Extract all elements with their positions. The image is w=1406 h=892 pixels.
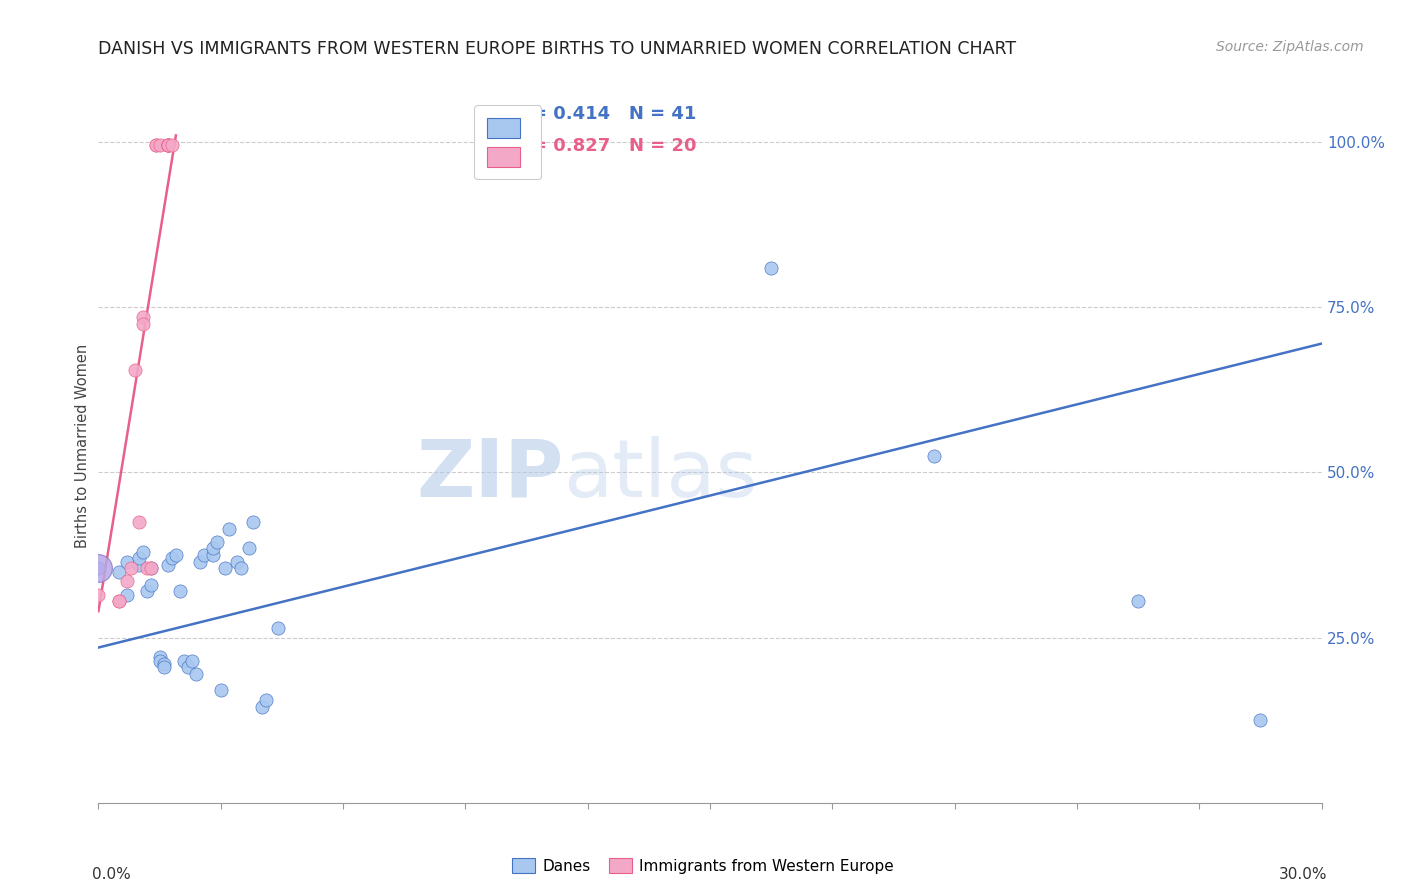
Point <box>87 588 110 602</box>
Point <box>177 660 200 674</box>
Point <box>226 555 249 569</box>
Point <box>201 548 224 562</box>
Point <box>152 660 174 674</box>
Point <box>128 515 150 529</box>
Point <box>267 621 290 635</box>
Point <box>186 667 208 681</box>
Point <box>149 654 172 668</box>
Point <box>108 594 131 608</box>
Text: ZIP: ZIP <box>416 435 564 514</box>
Point <box>218 522 240 536</box>
Y-axis label: Births to Unmarried Women: Births to Unmarried Women <box>75 344 90 548</box>
Point <box>231 561 253 575</box>
Point <box>209 683 232 698</box>
Point <box>132 317 155 331</box>
Legend: , : , <box>474 105 541 179</box>
Point <box>132 545 155 559</box>
Point <box>87 561 110 575</box>
Point <box>173 654 195 668</box>
Point <box>254 693 277 707</box>
Point <box>115 574 138 589</box>
Point <box>922 449 945 463</box>
Point <box>136 584 159 599</box>
Point <box>242 515 264 529</box>
Point <box>124 363 146 377</box>
Point <box>149 650 172 665</box>
Point <box>156 138 179 153</box>
Point <box>141 561 163 575</box>
Text: 0.0%: 0.0% <box>93 867 131 882</box>
Point <box>108 565 131 579</box>
Point <box>160 551 183 566</box>
Point <box>149 138 172 153</box>
Point <box>141 578 163 592</box>
Point <box>145 138 167 153</box>
Point <box>214 561 236 575</box>
Point <box>136 561 159 575</box>
Legend: Danes, Immigrants from Western Europe: Danes, Immigrants from Western Europe <box>506 852 900 880</box>
Point <box>115 588 138 602</box>
Point <box>141 561 163 575</box>
Point <box>156 138 179 153</box>
Point <box>156 138 179 153</box>
Point <box>156 138 179 153</box>
Point <box>132 310 155 325</box>
Point <box>1249 713 1271 727</box>
Point <box>201 541 224 556</box>
Point <box>160 138 183 153</box>
Point <box>181 654 204 668</box>
Point <box>156 138 179 153</box>
Point <box>165 548 187 562</box>
Point <box>761 260 783 275</box>
Point <box>128 551 150 566</box>
Text: DANISH VS IMMIGRANTS FROM WESTERN EUROPE BIRTHS TO UNMARRIED WOMEN CORRELATION C: DANISH VS IMMIGRANTS FROM WESTERN EUROPE… <box>98 40 1017 58</box>
Point <box>152 657 174 671</box>
Point <box>193 548 215 562</box>
Point <box>87 561 110 575</box>
Point <box>250 700 273 714</box>
Point <box>128 558 150 572</box>
Text: Source: ZipAtlas.com: Source: ZipAtlas.com <box>1216 40 1364 54</box>
Point <box>156 558 179 572</box>
Text: atlas: atlas <box>564 435 758 514</box>
Point <box>188 555 212 569</box>
Text: R = 0.827   N = 20: R = 0.827 N = 20 <box>512 137 696 155</box>
Point <box>115 555 138 569</box>
Point <box>205 534 228 549</box>
Point <box>169 584 191 599</box>
Point <box>120 561 142 575</box>
Point <box>108 594 131 608</box>
Text: R = 0.414   N = 41: R = 0.414 N = 41 <box>512 105 696 123</box>
Point <box>145 138 167 153</box>
Point <box>1128 594 1150 608</box>
Point <box>238 541 260 556</box>
Text: 30.0%: 30.0% <box>1279 867 1327 882</box>
